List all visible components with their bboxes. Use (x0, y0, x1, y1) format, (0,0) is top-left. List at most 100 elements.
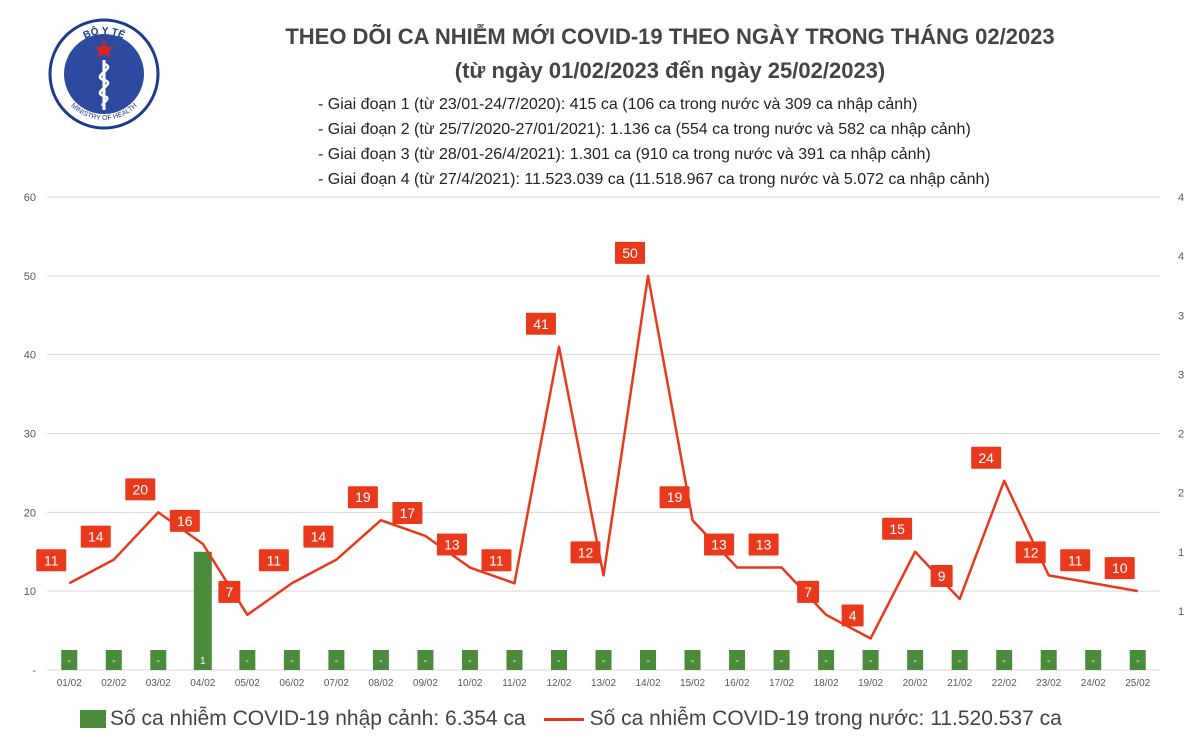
bar-data-label: - (1136, 656, 1139, 667)
chart-title: THEO DÕI CA NHIỄM MỚI COVID-19 THEO NGÀY… (170, 20, 1170, 88)
bar-data-label: - (824, 656, 827, 667)
line-data-label: 14 (311, 529, 327, 545)
bar-imported-cases (862, 650, 879, 670)
bar-data-label: - (1092, 656, 1095, 667)
bar-data-label: - (958, 656, 961, 667)
x-tick-label: 14/02 (636, 678, 661, 689)
line-data-label-box (797, 580, 820, 603)
x-tick-label: 08/02 (368, 678, 393, 689)
legend-bar-swatch (80, 710, 106, 728)
bar-data-label: - (290, 656, 293, 667)
legend-line-swatch (543, 717, 584, 721)
line-domestic-cases (68, 274, 1138, 640)
y-left-tick-label: 10 (24, 586, 36, 598)
bar-data-label: - (780, 656, 783, 667)
x-tick-label: 16/02 (725, 678, 750, 689)
line-data-label: 19 (355, 489, 371, 505)
line-data-label-box (704, 533, 735, 556)
x-tick-label: 11/02 (502, 678, 527, 689)
bar-imported-cases (818, 650, 835, 670)
line-data-label-box (169, 509, 200, 532)
x-tick-label: 24/02 (1081, 678, 1106, 689)
x-tick-label: 25/02 (1125, 678, 1150, 689)
bar-imported-cases (150, 650, 167, 670)
line-data-label-box (392, 501, 423, 524)
bar-data-label: - (468, 656, 471, 667)
line-data-label-box (570, 541, 601, 564)
bar-data-label: - (157, 656, 160, 667)
y-right-tick-label: 4 (1178, 251, 1184, 263)
line-data-label: 15 (889, 521, 905, 537)
legend-domestic-label: Số ca nhiễm COVID-19 trong nước: 11.520.… (589, 707, 1062, 730)
legend-item-imported: Số ca nhiễm COVID-19 nhập cảnh: 6.354 ca (80, 707, 526, 731)
y-right-tick-label: 1 (1178, 606, 1184, 618)
bar-imported-cases (506, 650, 523, 670)
y-right-tick-label: 4 (1178, 192, 1184, 204)
line-data-label-box (882, 517, 913, 540)
line-data-label: 13 (756, 537, 772, 553)
bar-imported-cases (907, 650, 924, 670)
bar-imported-cases (684, 650, 701, 670)
x-tick-label: 12/02 (546, 678, 571, 689)
phase-1-text: - Giai đoạn 1 (từ 23/01-24/7/2020): 415 … (318, 96, 918, 113)
legend-imported-label: Số ca nhiễm COVID-19 nhập cảnh: 6.354 ca (110, 707, 526, 730)
bar-data-label: - (646, 656, 649, 667)
ministry-of-health-logo: BỘ Y TẾ MINISTRY OF HEALTH (48, 18, 160, 130)
x-tick-label: 17/02 (769, 678, 794, 689)
line-data-label-box (615, 241, 646, 264)
line-data-label: 11 (1068, 552, 1083, 568)
y-right-tick-label: 3 (1178, 369, 1184, 381)
line-data-label-box (347, 486, 378, 509)
line-data-label-box (36, 549, 67, 572)
x-tick-label: 23/02 (1036, 678, 1061, 689)
x-tick-label: 13/02 (591, 678, 616, 689)
bar-imported-cases (328, 650, 345, 670)
bar-imported-cases (773, 650, 790, 670)
bar-data-label: - (602, 656, 605, 667)
bar-imported-cases (640, 650, 657, 670)
line-data-label-box (1060, 549, 1091, 572)
bar-data-label: - (513, 656, 516, 667)
line-data-label: 13 (711, 537, 727, 553)
phase-2-text: - Giai đoạn 2 (từ 25/7/2020-27/01/2021):… (318, 121, 971, 138)
bar-imported-cases (595, 650, 612, 670)
legend: Số ca nhiễm COVID-19 nhập cảnh: 6.354 ca… (80, 704, 1140, 734)
bar-imported-cases (239, 650, 256, 670)
line-data-label: 12 (578, 544, 594, 560)
logo-top-text: BỘ Y TẾ (82, 24, 128, 41)
x-tick-label: 03/02 (146, 678, 171, 689)
x-tick-label: 09/02 (413, 678, 438, 689)
y-left-tick-label: 50 (24, 271, 36, 283)
line-data-label: 10 (1112, 560, 1128, 576)
x-tick-label: 15/02 (680, 678, 705, 689)
line-data-label-box (218, 580, 241, 603)
bar-imported-cases (729, 650, 746, 670)
line-data-label: 11 (489, 552, 504, 568)
line-data-label: 24 (978, 450, 994, 466)
phase-summary: - Giai đoạn 1 (từ 23/01-24/7/2020): 415 … (318, 92, 990, 192)
title-line-2: (từ ngày 01/02/2023 đến ngày 25/02/2023) (454, 58, 886, 83)
line-data-label-box (1015, 541, 1046, 564)
line-data-label-box (80, 525, 111, 548)
title-line-1: THEO DÕI CA NHIỄM MỚI COVID-19 THEO NGÀY… (285, 24, 1055, 49)
bar-data-label: - (379, 656, 382, 667)
y-left-tick-label: 20 (24, 507, 36, 519)
x-tick-label: 01/02 (57, 678, 82, 689)
phase-3-text: - Giai đoạn 3 (từ 28/01-26/4/2021): 1.30… (318, 146, 931, 163)
y-right-tick-label: 1 (1178, 547, 1184, 559)
y-left-tick-label: 40 (24, 350, 36, 362)
line-data-label: 7 (804, 584, 812, 600)
y-right-tick-label: 2 (1178, 429, 1184, 441)
svg-text:BỘ Y TẾ: BỘ Y TẾ (82, 24, 128, 41)
x-tick-label: 22/02 (992, 678, 1017, 689)
line-data-label-box (659, 486, 690, 509)
line-data-label-box (841, 604, 864, 627)
line-data-label-box (525, 312, 556, 335)
bar-data-label: - (913, 656, 916, 667)
line-data-label-box (258, 549, 289, 572)
line-data-label-box (436, 533, 467, 556)
y-right-tick-label: 2 (1178, 488, 1184, 500)
line-data-label-box (1104, 557, 1135, 580)
line-data-label: 16 (177, 513, 193, 529)
bar-data-label: - (1047, 656, 1050, 667)
